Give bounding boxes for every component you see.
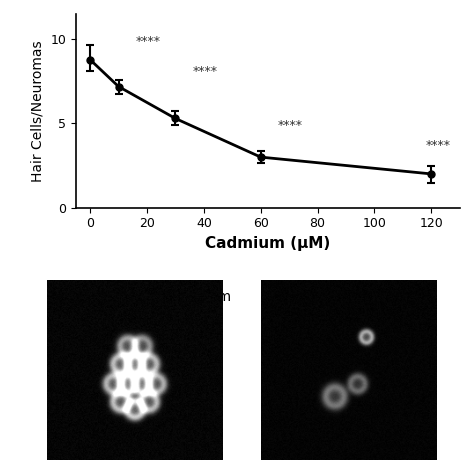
Text: 60 μM Cadmium: 60 μM Cadmium [295,290,409,304]
Text: ****: **** [426,139,451,152]
Y-axis label: Hair Cells/Neuromas: Hair Cells/Neuromas [31,40,45,182]
Text: ****: **** [278,119,303,132]
Text: ****: **** [192,65,218,78]
Text: 0 μM Cadmium: 0 μM Cadmium [126,290,231,304]
Text: ****: **** [136,35,161,48]
Text: B: B [83,290,95,305]
X-axis label: Cadmium (μM): Cadmium (μM) [205,236,330,251]
